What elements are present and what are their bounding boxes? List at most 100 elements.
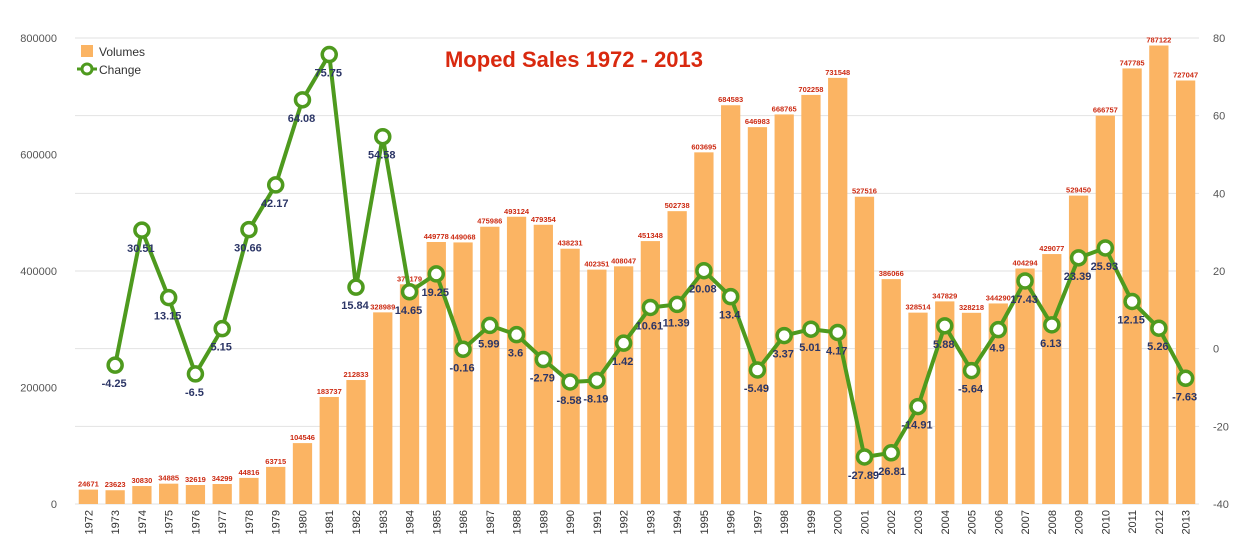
change-point xyxy=(695,261,713,280)
x-tick-label: 2008 xyxy=(1047,510,1059,534)
volume-bar-label: 666757 xyxy=(1093,106,1118,115)
volume-bar-label: 24671 xyxy=(78,480,99,489)
change-point-label: 5.88 xyxy=(933,339,954,351)
change-point-label: -5.64 xyxy=(958,384,984,396)
change-point xyxy=(962,361,981,380)
volume-bar-label: 438231 xyxy=(558,239,583,248)
volume-bar-label: 408047 xyxy=(611,256,636,265)
change-point xyxy=(374,127,392,146)
volume-bar-label: 479354 xyxy=(531,215,557,224)
x-tick-label: 1996 xyxy=(726,510,738,534)
change-point-label: 11.39 xyxy=(663,317,690,329)
volume-bar xyxy=(613,266,634,504)
change-point-label: 5.99 xyxy=(478,338,499,350)
y2-tick-label: 40 xyxy=(1213,188,1225,200)
change-point-label: -8.19 xyxy=(583,393,608,405)
y-tick-label: 800000 xyxy=(20,33,57,45)
change-point xyxy=(721,287,740,306)
change-point-label: 1.42 xyxy=(612,356,633,368)
volume-bar-label: 63715 xyxy=(265,457,286,466)
change-point-label: 30.51 xyxy=(127,243,155,255)
change-point xyxy=(936,317,954,335)
change-point-label: 10.61 xyxy=(636,320,664,332)
change-point xyxy=(802,320,820,338)
change-point-label: 5.15 xyxy=(210,342,231,354)
change-point xyxy=(855,448,874,466)
change-point xyxy=(561,373,579,391)
change-point-label: 54.58 xyxy=(368,150,396,162)
volume-bar xyxy=(1068,195,1089,504)
volume-bar xyxy=(78,489,99,504)
x-tick-label: 2005 xyxy=(967,510,979,534)
volume-bar xyxy=(667,211,687,504)
volume-bar-labels: 24671 23623 30830 34885 32619 34299 44816 63715… xyxy=(78,36,1198,490)
change-point-label: -2.79 xyxy=(530,373,555,385)
change-point-label: 17.43 xyxy=(1010,294,1038,306)
change-point-label: 4.9 xyxy=(990,343,1005,355)
volume-bar-label: 347829 xyxy=(932,291,957,300)
change-point-label: -8.58 xyxy=(557,395,582,407)
x-tick-label: 1987 xyxy=(485,510,497,534)
volume-bar-label: 603695 xyxy=(691,142,716,151)
volume-bar-label: 32619 xyxy=(185,475,206,484)
x-tick-label: 1984 xyxy=(405,510,417,534)
change-point xyxy=(240,220,258,239)
change-point xyxy=(454,340,472,359)
volume-bar-label: 684583 xyxy=(718,95,743,104)
volume-bar xyxy=(506,216,527,505)
legend-change-marker xyxy=(80,62,94,76)
change-point xyxy=(775,326,793,345)
x-tick-label: 2000 xyxy=(833,510,845,534)
x-tick-label: 1995 xyxy=(699,510,711,534)
volume-bar-label: 404294 xyxy=(1013,258,1039,267)
volume-bar-label: 727047 xyxy=(1173,70,1198,79)
x-tick-label: 2001 xyxy=(859,510,871,534)
volume-bar-label: 212833 xyxy=(343,370,368,379)
volume-bar-label: 702258 xyxy=(798,85,823,94)
change-point xyxy=(641,298,660,317)
change-point-label: 20.08 xyxy=(689,284,717,296)
change-point-label: 6.13 xyxy=(1040,338,1061,350)
x-tick-label: 2002 xyxy=(886,510,898,534)
x-tick-label: 1997 xyxy=(752,510,764,534)
volume-bar-label: 731548 xyxy=(825,68,850,77)
change-point-label: 12.15 xyxy=(1117,314,1145,326)
x-tick-label: 2010 xyxy=(1100,510,1112,534)
change-point xyxy=(668,295,686,314)
change-point xyxy=(133,221,151,239)
change-point-label: 42.17 xyxy=(261,198,289,210)
volume-bar xyxy=(453,242,473,504)
volume-bar-label: 475986 xyxy=(477,217,502,226)
left-y-axis: 0 200000 400000 600000 800000 xyxy=(20,33,57,511)
change-point xyxy=(1096,239,1115,257)
y-tick-label: 600000 xyxy=(20,150,57,162)
change-point xyxy=(481,316,499,335)
x-tick-label: 1990 xyxy=(565,510,577,534)
change-point-label: 14.65 xyxy=(395,305,423,317)
change-point-label: 75.75 xyxy=(314,68,342,80)
change-point-labels: -4.25 30.51 13.15 -6.5 5.15 30.66 42.17 64.08 75… xyxy=(102,68,1198,482)
legend-change-label: Change xyxy=(99,63,141,77)
x-tick-label: 2009 xyxy=(1074,510,1086,534)
change-point-label: 30.66 xyxy=(234,243,262,255)
x-tick-label: 1975 xyxy=(164,510,176,534)
volume-bar xyxy=(159,483,179,504)
change-point-label: -7.63 xyxy=(1172,391,1197,403)
change-point xyxy=(400,283,419,301)
volume-bar xyxy=(1095,115,1115,504)
volume-bar xyxy=(346,380,366,504)
change-point xyxy=(320,45,338,64)
y2-tick-label: 20 xyxy=(1213,266,1225,278)
volume-bar-label: 183737 xyxy=(317,387,342,396)
volume-bar xyxy=(1122,68,1142,505)
change-point-label: 13.4 xyxy=(719,310,741,322)
x-tick-label: 1988 xyxy=(512,510,524,534)
chart-title: Moped Sales 1972 - 2013 xyxy=(445,47,703,72)
x-tick-label: 1981 xyxy=(324,510,336,534)
change-point xyxy=(828,323,847,342)
volume-bar-label: 787122 xyxy=(1146,36,1171,45)
volume-bar-label: 646983 xyxy=(745,117,770,126)
x-tick-label: 1976 xyxy=(190,510,202,534)
volume-bar-label: 529450 xyxy=(1066,186,1091,195)
